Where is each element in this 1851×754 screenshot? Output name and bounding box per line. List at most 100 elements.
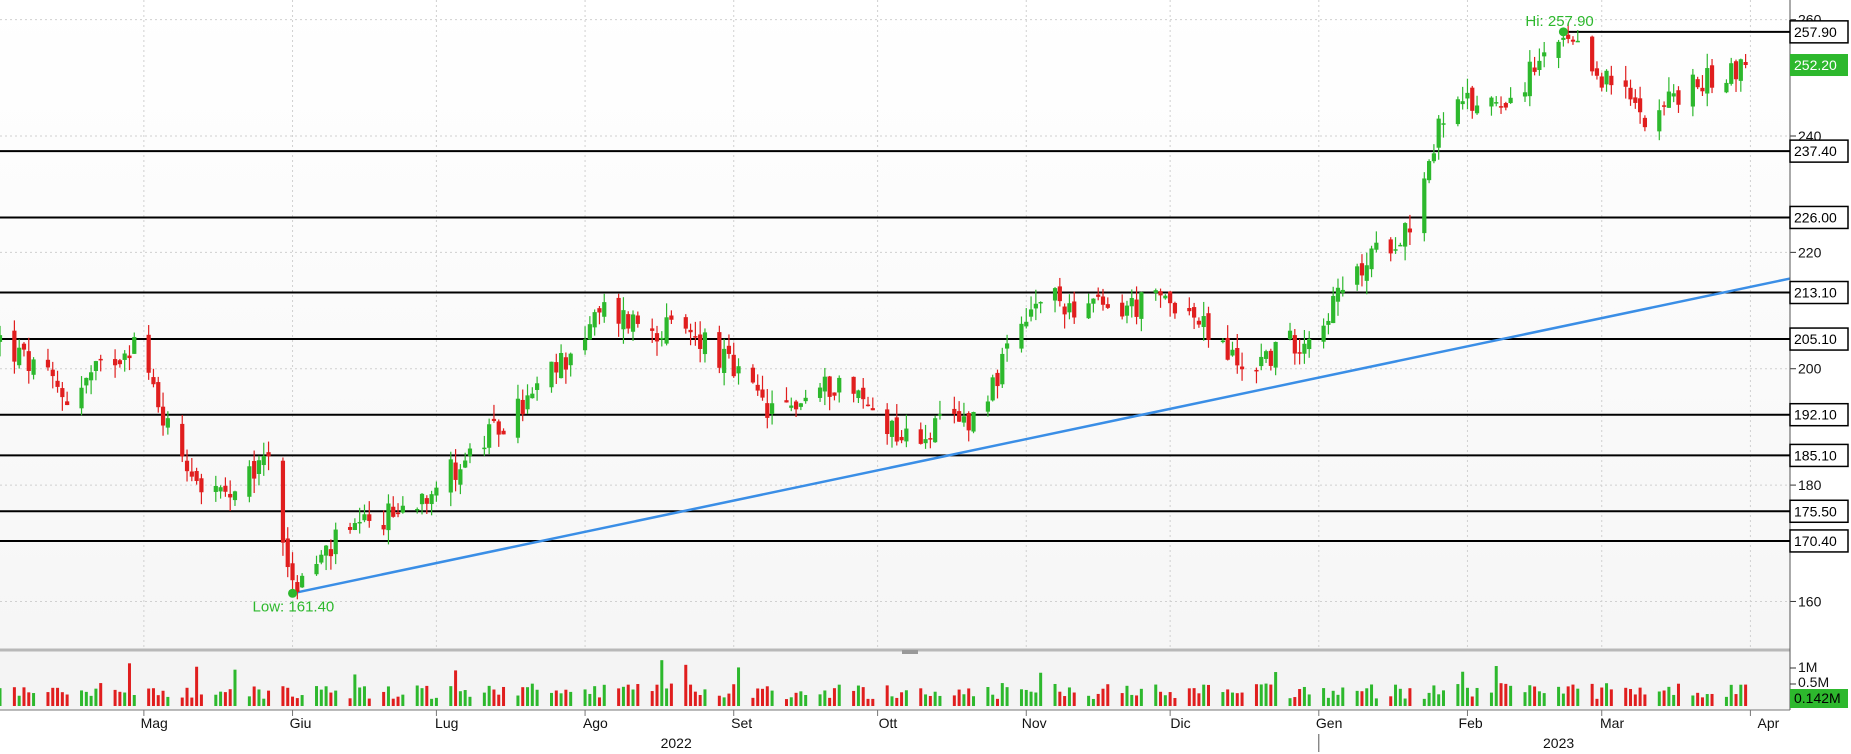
candle-up [937, 414, 943, 416]
candle-down [1638, 98, 1643, 113]
candle-down [1239, 366, 1245, 370]
candle-down [290, 563, 295, 581]
candle-up [213, 485, 218, 492]
candle-down [1661, 105, 1667, 107]
candle-down [894, 417, 899, 442]
candle-up [1537, 60, 1542, 70]
candle-down [1292, 335, 1297, 354]
candle-up [1398, 244, 1403, 247]
candle-down [285, 538, 290, 568]
volume-bar [1293, 697, 1297, 706]
volume-bar [1230, 692, 1234, 706]
volume-bar [938, 695, 942, 706]
volume-bar [1705, 694, 1709, 706]
volume-bar [358, 687, 362, 706]
candle-down [1297, 352, 1302, 354]
candle-up [933, 418, 938, 443]
level-badge [1789, 499, 1849, 524]
volume-bar [219, 691, 223, 706]
candle-down [1633, 97, 1638, 103]
candle-up [1427, 161, 1432, 181]
candle-down [870, 408, 875, 411]
volume-bar [1744, 684, 1748, 706]
volume-bar [362, 686, 366, 706]
volume-bar [1024, 689, 1028, 706]
volume-bar [693, 691, 697, 706]
volume-bar [689, 684, 693, 706]
last-price-badge [1790, 54, 1848, 77]
candle-down [1743, 62, 1748, 66]
candle-down [1570, 39, 1576, 42]
month-label: Gen [1316, 715, 1342, 731]
volume-bar [1456, 684, 1460, 706]
volume-bar [1005, 687, 1009, 706]
candle-up [1671, 93, 1676, 97]
volume-bar [1475, 687, 1479, 706]
level-badge [1789, 529, 1849, 553]
candle-up [904, 428, 909, 442]
volume-bar [1403, 698, 1407, 706]
volume-bar [434, 697, 438, 706]
candle-down [688, 329, 693, 333]
candle-up [736, 366, 741, 374]
candle-down [1470, 87, 1475, 111]
candle-down [12, 330, 17, 362]
high-marker [1558, 27, 1568, 37]
candle-up [1393, 249, 1398, 251]
volume-bar [214, 694, 218, 706]
volume-bar [1734, 694, 1738, 706]
candle-up [1335, 287, 1341, 302]
volume-bar [1202, 684, 1206, 706]
candle-up [448, 459, 453, 493]
volume-bar [1437, 694, 1441, 706]
volume-bar [1609, 689, 1613, 706]
candle-up [1527, 61, 1532, 97]
candle-up [1431, 153, 1436, 162]
candle-up [1086, 303, 1091, 319]
candle-up [333, 529, 338, 555]
volume-bar [1533, 686, 1537, 706]
volume-bar [1432, 685, 1436, 706]
level-badge [1789, 402, 1849, 427]
candle-up [530, 393, 535, 399]
volume-bar [315, 686, 319, 706]
volume-bar [156, 695, 160, 706]
price-tick-label: 220 [1798, 244, 1822, 260]
candle-down [151, 377, 156, 385]
volume-bar [924, 694, 928, 706]
month-label: Mag [141, 715, 168, 731]
volume-bar [799, 691, 803, 706]
year-label: 2023 [1543, 735, 1574, 751]
candle-down [957, 411, 962, 422]
candle-up [1263, 351, 1269, 359]
candle-down [865, 404, 871, 407]
trendline [292, 277, 1791, 595]
volume-bar [1163, 695, 1167, 706]
candle-up [1340, 289, 1345, 293]
candle-up [856, 390, 861, 399]
candle-up [0, 335, 3, 342]
candle-up [261, 455, 266, 466]
candle-down [928, 438, 933, 440]
volume-bar [564, 689, 568, 706]
candle-down [1609, 75, 1614, 86]
price-badges: 257.90 237.40 226.00 213.10 205.10 192.10 185.… [1789, 20, 1849, 708]
volume-bar [669, 683, 673, 706]
volume-bar [986, 687, 990, 706]
candle-down [347, 527, 353, 530]
volume-bar [626, 684, 630, 706]
volume-bar [22, 687, 26, 706]
price-tick-label: 200 [1798, 361, 1822, 377]
volume-bar [0, 688, 2, 706]
volume-bar [549, 692, 553, 706]
volume-bar [1600, 687, 1604, 706]
candle-down [1676, 90, 1681, 105]
candle-up [357, 521, 362, 524]
candle-up [525, 395, 530, 410]
volume-bar [166, 696, 170, 706]
volume-bar [1226, 689, 1230, 706]
candle-up [429, 494, 434, 505]
volume-bar [794, 692, 798, 706]
volume-bar [1461, 671, 1465, 706]
volume-bar [1173, 698, 1177, 706]
